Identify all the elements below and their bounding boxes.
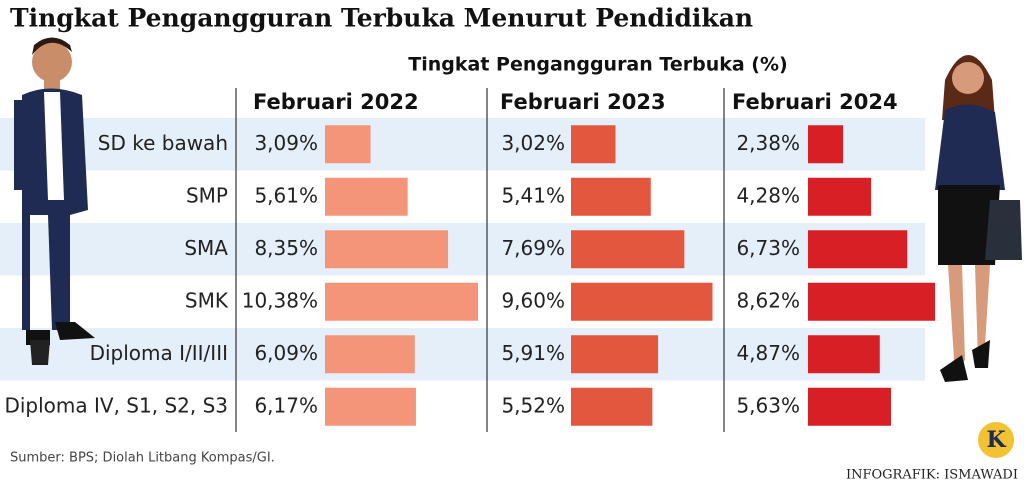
bar <box>808 230 908 269</box>
bar <box>325 125 371 164</box>
category-label: Diploma IV, S1, S2, S3 <box>4 393 228 417</box>
value-label: 5,91% <box>501 341 565 365</box>
row-stripe <box>0 118 925 171</box>
category-label: SMK <box>185 288 229 312</box>
bar <box>325 177 408 216</box>
logo: K <box>986 427 1006 453</box>
value-label: 8,35% <box>254 236 318 260</box>
credit: INFOGRAFIK: ISMAWADI <box>846 468 1018 483</box>
woman-illustration <box>935 55 1022 382</box>
value-label: 2,38% <box>736 131 800 155</box>
bar <box>325 230 449 269</box>
row-stripe <box>0 328 925 381</box>
bar <box>571 387 653 426</box>
row-stripes <box>0 118 925 381</box>
bar <box>808 282 936 321</box>
row-stripe <box>0 223 925 276</box>
value-label: 5,61% <box>254 183 318 207</box>
bar <box>571 125 616 164</box>
bar <box>571 282 713 321</box>
legend-label: Februari 2022 <box>253 90 419 114</box>
bar <box>808 387 891 426</box>
value-label: 6,09% <box>254 341 318 365</box>
value-label: 3,02% <box>501 131 565 155</box>
value-label: 4,28% <box>736 183 800 207</box>
bar <box>325 335 415 374</box>
legend-label: Februari 2023 <box>500 90 666 114</box>
chart-title: Tingkat Pengangguran Terbuka Menurut Pen… <box>10 4 753 33</box>
bar <box>325 387 416 426</box>
source: Sumber: BPS; Diolah Litbang Kompas/GI. <box>10 451 275 466</box>
bar <box>808 125 844 164</box>
bar <box>325 282 479 321</box>
value-label: 6,73% <box>736 236 800 260</box>
category-label: SMP <box>186 183 228 207</box>
category-label: SMA <box>184 236 228 260</box>
bar <box>808 177 872 216</box>
value-label: 7,69% <box>501 236 565 260</box>
category-label: Diploma I/II/III <box>90 341 228 365</box>
bar <box>571 335 659 374</box>
category-label: SD ke bawah <box>98 131 228 155</box>
value-label: 3,09% <box>254 131 318 155</box>
chart-subtitle: Tingkat Pengangguran Terbuka (%) <box>408 54 787 76</box>
man-illustration <box>14 37 95 365</box>
legend-label: Februari 2024 <box>732 90 898 114</box>
value-label: 10,38% <box>242 288 318 312</box>
value-label: 5,41% <box>501 183 565 207</box>
value-label: 9,60% <box>501 288 565 312</box>
value-label: 6,17% <box>254 393 318 417</box>
bar <box>571 177 651 216</box>
value-label: 8,62% <box>736 288 800 312</box>
value-label: 5,63% <box>736 393 800 417</box>
value-label: 4,87% <box>736 341 800 365</box>
logo-badge <box>978 422 1014 458</box>
bar <box>571 230 685 269</box>
bar <box>808 335 880 374</box>
value-label: 5,52% <box>501 393 565 417</box>
